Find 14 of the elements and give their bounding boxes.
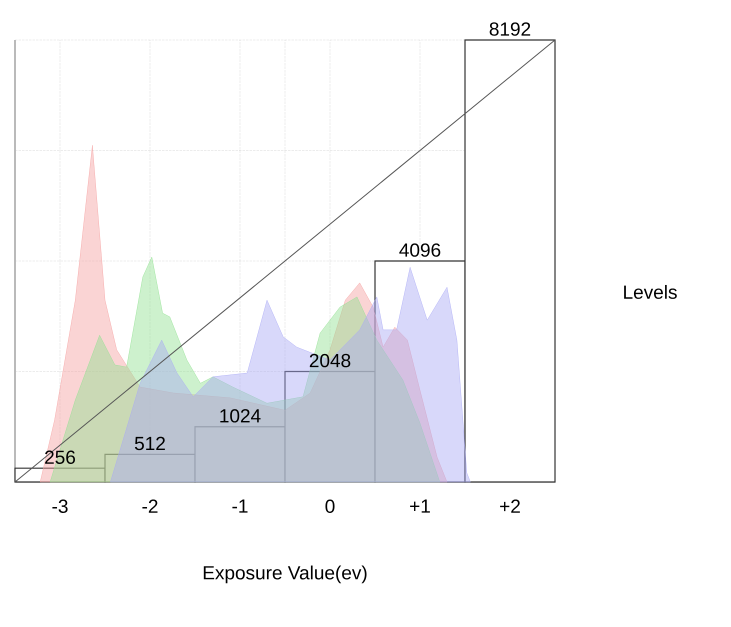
- data-label: 8192: [490, 22, 530, 36]
- data-label: 1024: [220, 409, 261, 423]
- data-label: 2048: [310, 354, 350, 368]
- x-tick-label: +1: [410, 500, 430, 513]
- x-tick-label: -2: [142, 500, 158, 513]
- data-label: 4096: [399, 243, 440, 257]
- x-tick-label: 0: [325, 500, 335, 513]
- x-axis-title: Exposure Value(ev): [204, 566, 367, 584]
- x-tick-label: -1: [232, 500, 248, 513]
- x-tick-label: -3: [52, 500, 68, 513]
- x-tick-label: +2: [500, 500, 520, 513]
- data-label: 512: [134, 436, 165, 450]
- data-label: 256: [45, 450, 75, 464]
- y-axis-title: Levels: [624, 284, 677, 299]
